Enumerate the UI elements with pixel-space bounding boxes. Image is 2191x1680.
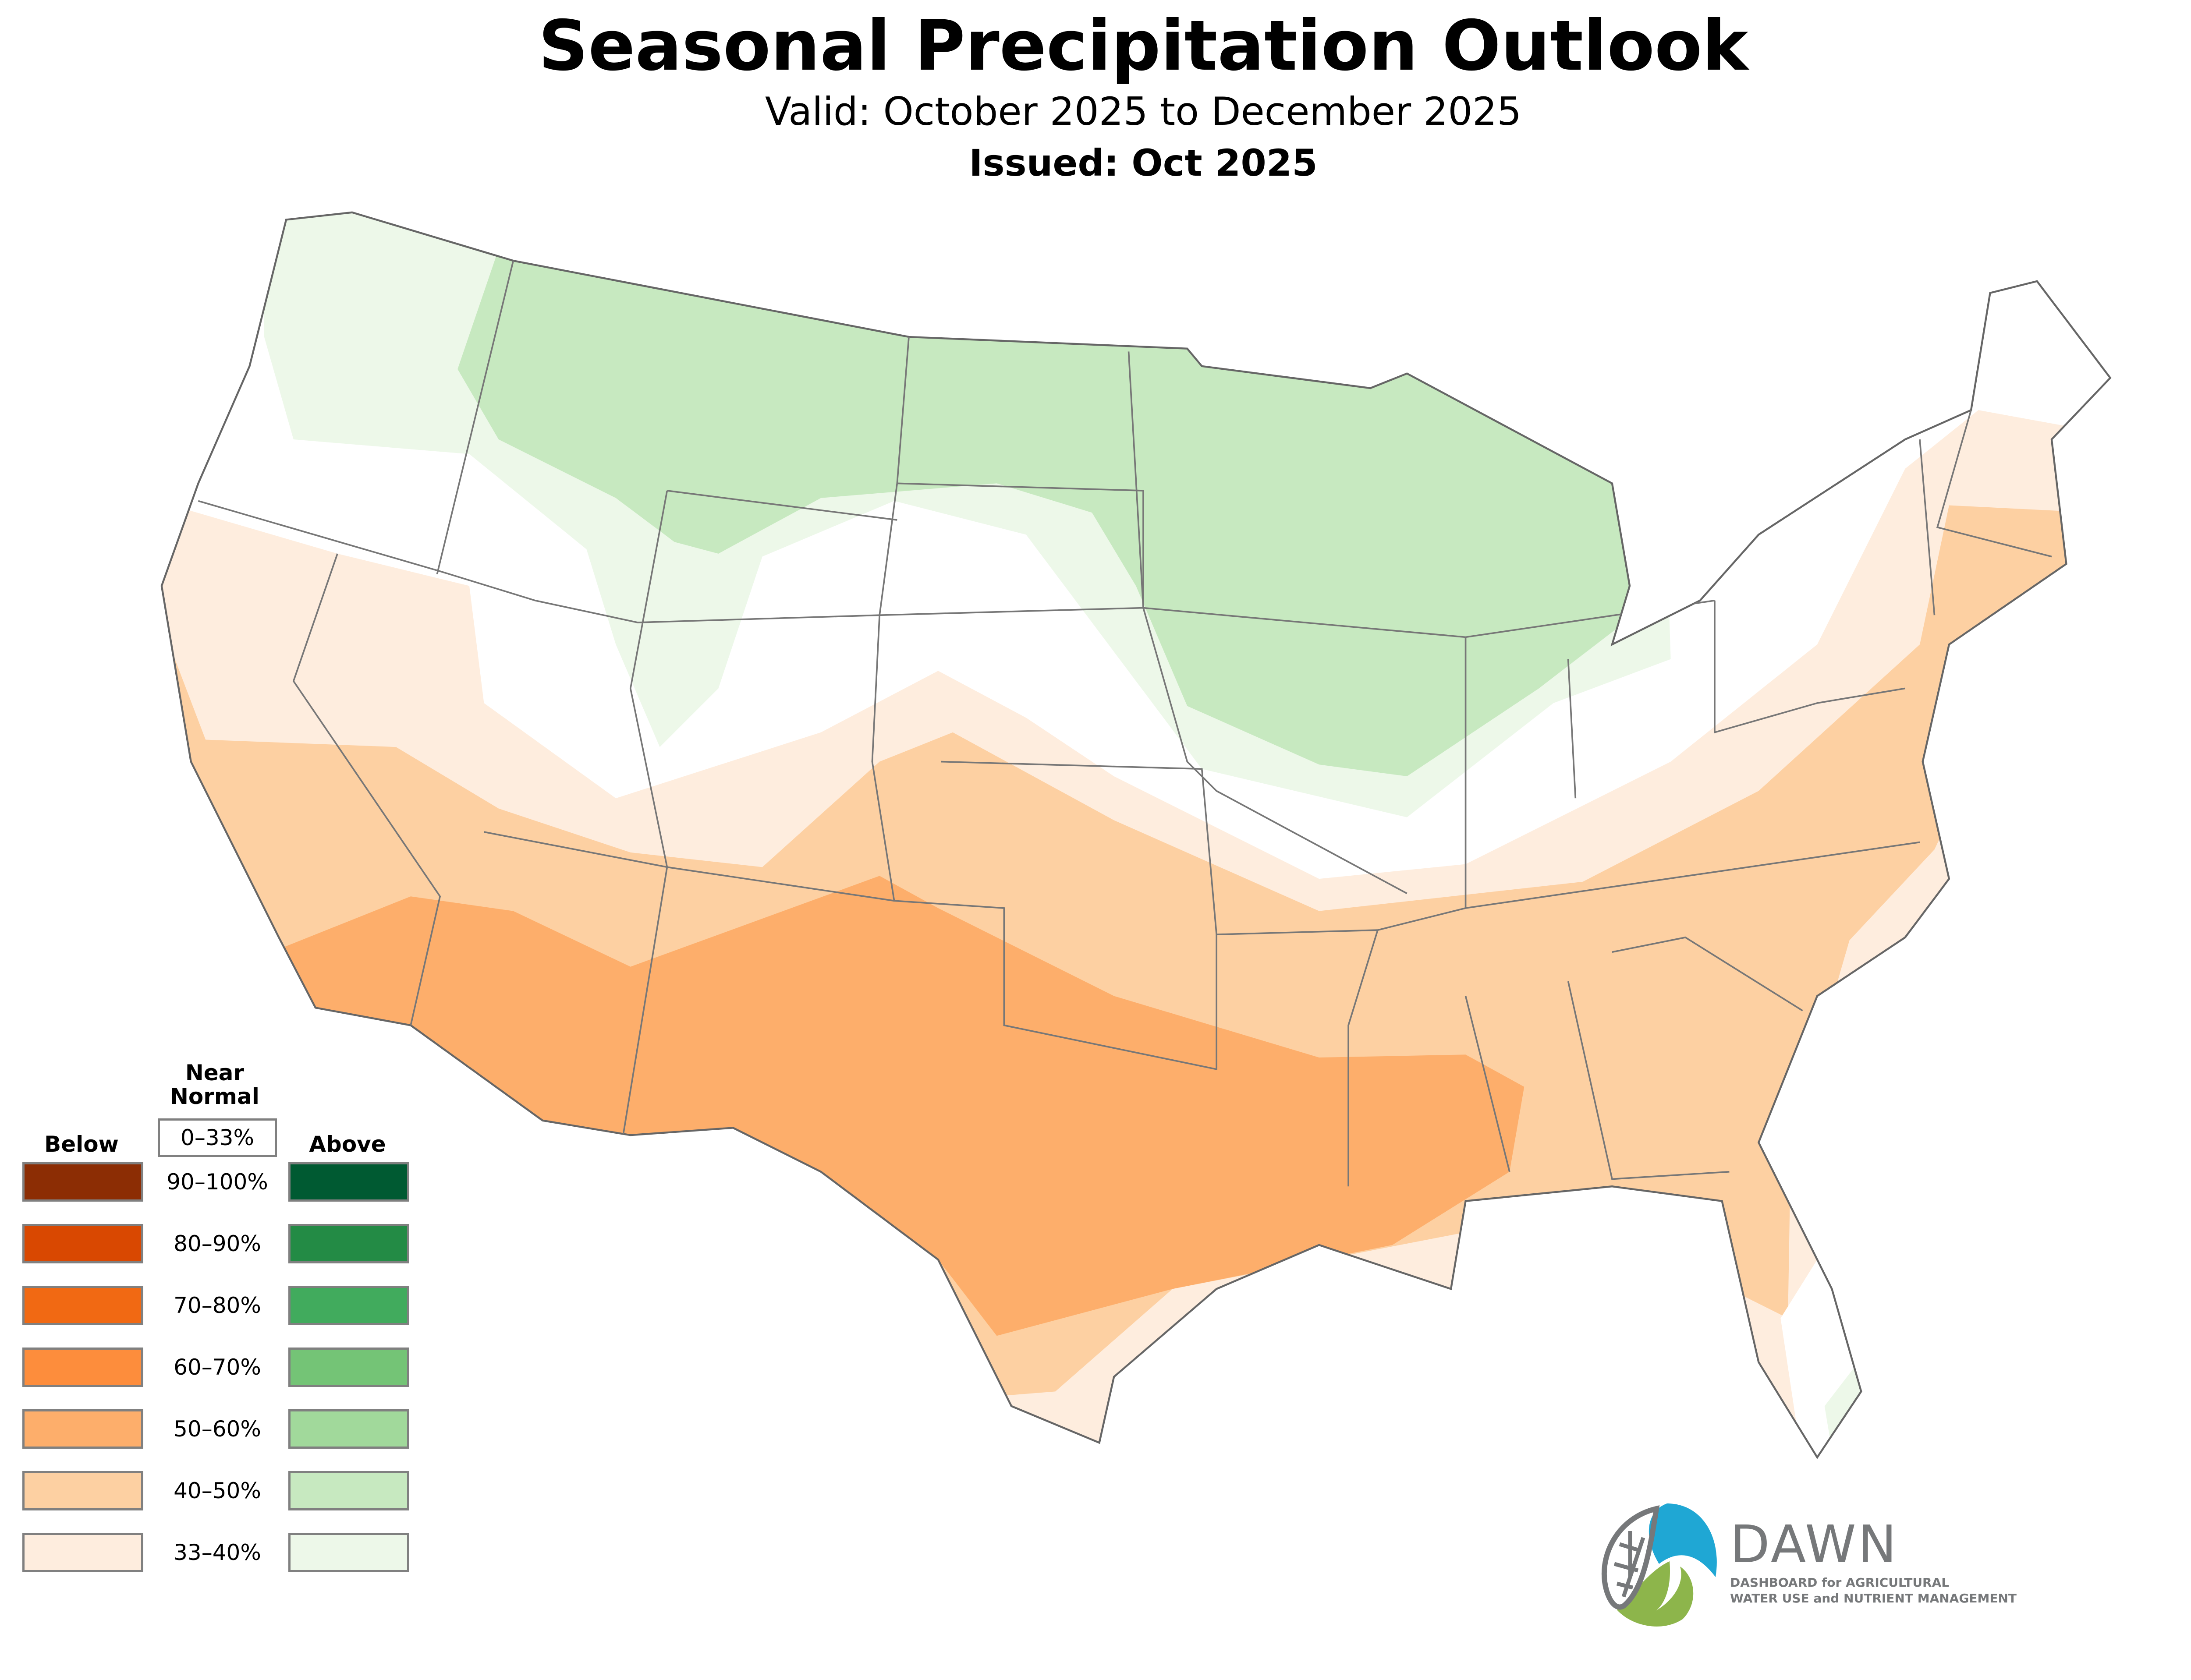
legend-below-swatch bbox=[22, 1348, 143, 1387]
legend-above-swatch bbox=[288, 1533, 409, 1572]
tagline-line2: WATER USE and NUTRIENT MANAGEMENT bbox=[1730, 1591, 2017, 1606]
dawn-logo-tagline: DASHBOARD for AGRICULTURAL WATER USE and… bbox=[1730, 1575, 2017, 1606]
tagline-line1: DASHBOARD for AGRICULTURAL bbox=[1730, 1575, 1950, 1590]
issued-date: Issued: Oct 2025 bbox=[969, 141, 1318, 184]
dawn-logo-name: DAWN bbox=[1730, 1514, 1899, 1574]
near-normal-line2: Normal bbox=[170, 1084, 259, 1109]
legend-below-swatch bbox=[22, 1224, 143, 1263]
us-outline bbox=[160, 211, 2112, 1459]
dawn-logo-mark bbox=[1601, 1503, 1717, 1627]
valid-period: Valid: October 2025 to December 2025 bbox=[765, 89, 1522, 134]
legend-above-swatch bbox=[288, 1348, 409, 1387]
near-normal-line1: Near bbox=[185, 1060, 245, 1086]
map-title: Seasonal Precipitation Outlook bbox=[538, 6, 1748, 86]
legend-below-swatch bbox=[22, 1471, 143, 1510]
legend-below-swatch bbox=[22, 1409, 143, 1449]
legend-range-label: 60–70% bbox=[174, 1355, 261, 1380]
legend-above-swatch bbox=[288, 1409, 409, 1449]
legend-range-label: 90–100% bbox=[167, 1169, 268, 1195]
legend-above-swatch bbox=[288, 1162, 409, 1202]
legend-below-swatch bbox=[22, 1533, 143, 1572]
legend-range-label: 50–60% bbox=[174, 1416, 261, 1442]
legend-above-heading: Above bbox=[309, 1132, 386, 1157]
legend-near-normal-swatch: 0–33% bbox=[158, 1118, 277, 1157]
legend-above-swatch bbox=[288, 1224, 409, 1263]
legend-below-heading: Below bbox=[44, 1132, 119, 1157]
legend-above-swatch bbox=[288, 1471, 409, 1510]
legend-range-label: 33–40% bbox=[174, 1540, 261, 1565]
legend-above-swatch bbox=[288, 1286, 409, 1325]
legend-near-normal-heading: Near Normal bbox=[149, 1061, 280, 1108]
legend-below-swatch bbox=[22, 1286, 143, 1325]
legend-range-label: 40–50% bbox=[174, 1478, 261, 1503]
legend-range-label: 70–80% bbox=[174, 1293, 261, 1318]
legend-below-swatch bbox=[22, 1162, 143, 1202]
legend-range-label: 80–90% bbox=[174, 1231, 261, 1256]
state-borders bbox=[198, 260, 2052, 1187]
